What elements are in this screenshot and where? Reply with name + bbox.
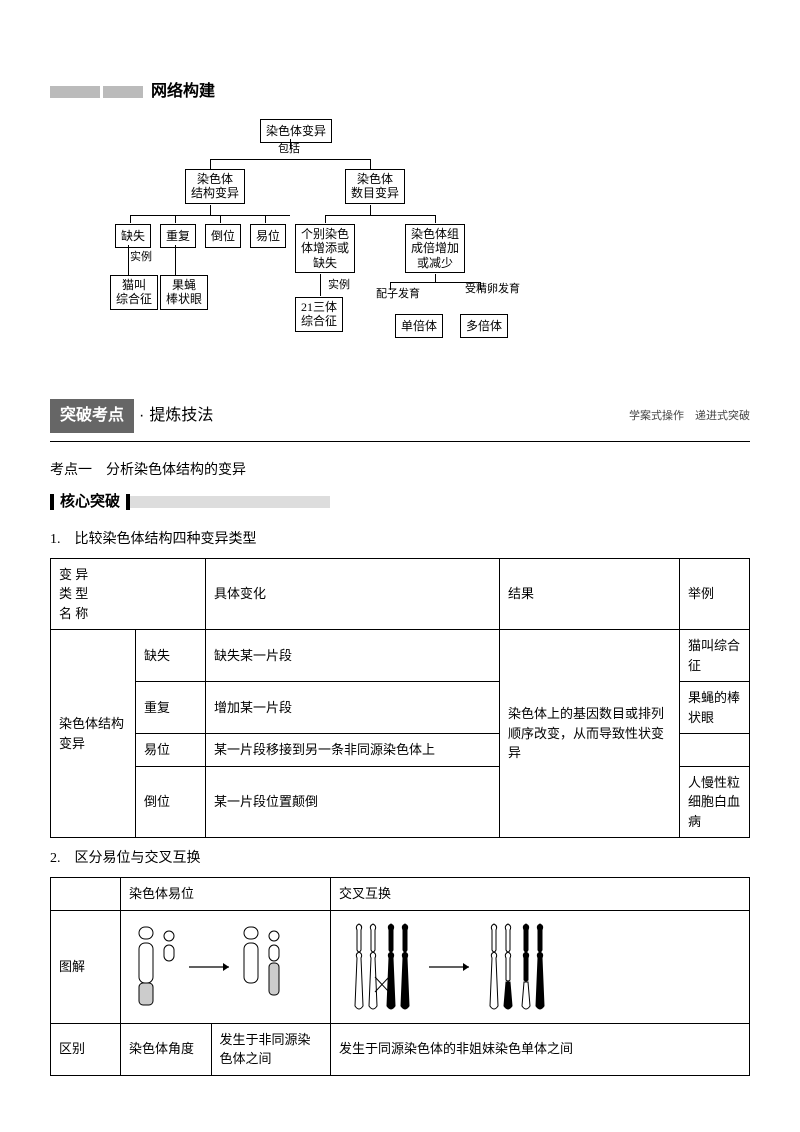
section-header-network: 网络构建 bbox=[50, 80, 750, 104]
th: 具体变化 bbox=[206, 558, 500, 630]
cell: 发生于同源染色体的非姐妹染色单体之间 bbox=[331, 1023, 750, 1075]
cm-right-ex: 21三体 综合征 bbox=[295, 297, 343, 332]
cell: 缺失某一片段 bbox=[206, 630, 500, 682]
cell: 果蝇的棒状眼 bbox=[680, 682, 750, 734]
cm-left-child: 重复 bbox=[160, 224, 196, 248]
cm-left-ex: 果蝇 棒状眼 bbox=[160, 275, 208, 310]
cm-ex-label: 实例 bbox=[328, 277, 350, 294]
th: 结果 bbox=[500, 558, 680, 630]
exam-point: 考点一 分析染色体结构的变异 bbox=[50, 460, 750, 481]
core-breakthrough-header: 核心突破 bbox=[50, 491, 750, 514]
crossover-svg bbox=[339, 917, 599, 1017]
vbar-icon bbox=[50, 494, 54, 510]
cell: 倒位 bbox=[136, 766, 206, 838]
table-row: 染色体易位 交叉互换 bbox=[51, 878, 750, 911]
decor-trail bbox=[130, 496, 330, 508]
cm-root: 染色体变异 bbox=[260, 119, 332, 143]
cell: 染色体角度 发生于非同源染色体之间 bbox=[121, 1023, 331, 1075]
cm-text: 21三体 综合征 bbox=[301, 300, 337, 328]
table-row: 染色体结构变异 缺失 缺失某一片段 染色体上的基因数目或排列顺序改变，从而导致性… bbox=[51, 630, 750, 682]
row-label: 区别 bbox=[51, 1023, 121, 1075]
cell: 人慢性粒细胞白血病 bbox=[680, 766, 750, 838]
cm-left-child: 易位 bbox=[250, 224, 286, 248]
th: 染色体易位 bbox=[121, 878, 331, 911]
core-title: 核心突破 bbox=[60, 491, 120, 514]
group-cell: 染色体结构变异 bbox=[51, 630, 136, 838]
decor-bar bbox=[50, 86, 100, 98]
cm-root-sub: 包括 bbox=[278, 141, 300, 158]
cell: 易位 bbox=[136, 734, 206, 767]
result-cell: 染色体上的基因数目或排列顺序改变，从而导致性状变异 bbox=[500, 630, 680, 838]
translocation-svg bbox=[129, 917, 319, 1017]
cm-right-child: 染色体组 成倍增加 或减少 bbox=[405, 224, 465, 273]
break-box: 突破考点 bbox=[50, 399, 134, 433]
cell: 某一片段移接到另一条非同源染色体上 bbox=[206, 734, 500, 767]
decor-bar bbox=[103, 86, 143, 98]
cm-text: 染色体组 成倍增加 或减少 bbox=[411, 227, 459, 270]
diagram-translocation bbox=[121, 910, 331, 1023]
cell bbox=[680, 734, 750, 767]
th: 交叉互换 bbox=[331, 878, 750, 911]
cell: 某一片段位置颠倒 bbox=[206, 766, 500, 838]
cell: 发生于非同源染色体之间 bbox=[211, 1024, 330, 1075]
cm-text: 染色体 数目变异 bbox=[351, 172, 399, 200]
cm-text: 果蝇 棒状眼 bbox=[166, 278, 202, 306]
item1-title: 1. 比较染色体结构四种变异类型 bbox=[50, 529, 750, 550]
cm-text: 受精卵发育 bbox=[465, 283, 520, 295]
cell: 重复 bbox=[136, 682, 206, 734]
cell: 染色体角度 bbox=[121, 1024, 211, 1075]
cell: 缺失 bbox=[136, 630, 206, 682]
cm-ex-label: 实例 bbox=[130, 249, 152, 266]
cm-sublabel: 受精卵发育 bbox=[465, 284, 479, 295]
cell: 猫叫综合征 bbox=[680, 630, 750, 682]
break-text: 提炼技法 bbox=[149, 404, 213, 428]
th bbox=[51, 878, 121, 911]
diagram-crossover bbox=[331, 910, 750, 1023]
break-sub: 学案式操作 递进式突破 bbox=[629, 408, 750, 425]
section-title: 网络构建 bbox=[151, 80, 215, 104]
table-variation-types: 变 异 类 型 名 称 具体变化 结果 举例 染色体结构变异 缺失 缺失某一片段… bbox=[50, 558, 750, 839]
cm-text: 染色体 结构变异 bbox=[191, 172, 239, 200]
cm-right-top: 染色体 数目变异 bbox=[345, 169, 405, 204]
cm-right-result: 单倍体 bbox=[395, 314, 443, 338]
th: 举例 bbox=[680, 558, 750, 630]
item2-title: 2. 区分易位与交叉互换 bbox=[50, 848, 750, 869]
table-row: 图解 bbox=[51, 910, 750, 1023]
row-label: 图解 bbox=[51, 910, 121, 1023]
break-dot: · bbox=[139, 404, 144, 428]
table-translocation-vs-crossover: 染色体易位 交叉互换 图解 bbox=[50, 877, 750, 1076]
cm-left-child: 缺失 bbox=[115, 224, 151, 248]
cm-left-ex: 猫叫 综合征 bbox=[110, 275, 158, 310]
cell: 增加某一片段 bbox=[206, 682, 500, 734]
cm-right-result: 多倍体 bbox=[460, 314, 508, 338]
cm-left-top: 染色体 结构变异 bbox=[185, 169, 245, 204]
th: 变 异 类 型 名 称 bbox=[51, 558, 206, 630]
divider bbox=[50, 441, 750, 442]
table-row: 区别 染色体角度 发生于非同源染色体之间 发生于同源染色体的非姐妹染色单体之间 bbox=[51, 1023, 750, 1075]
cm-text: 配子发育 bbox=[376, 288, 420, 300]
table-row: 变 异 类 型 名 称 具体变化 结果 举例 bbox=[51, 558, 750, 630]
concept-map: 染色体变异 包括 染色体 结构变异 缺失 重复 倒位 易位 实例 猫叫 综合征 … bbox=[120, 119, 520, 369]
cm-sublabel: 配子发育 bbox=[376, 289, 390, 300]
cm-text: 个别染色 体增添或 缺失 bbox=[301, 227, 349, 270]
section-break: 突破考点 · 提炼技法 学案式操作 递进式突破 bbox=[50, 399, 750, 433]
cm-left-child: 倒位 bbox=[205, 224, 241, 248]
cm-text: 猫叫 综合征 bbox=[116, 278, 152, 306]
cm-right-child: 个别染色 体增添或 缺失 bbox=[295, 224, 355, 273]
